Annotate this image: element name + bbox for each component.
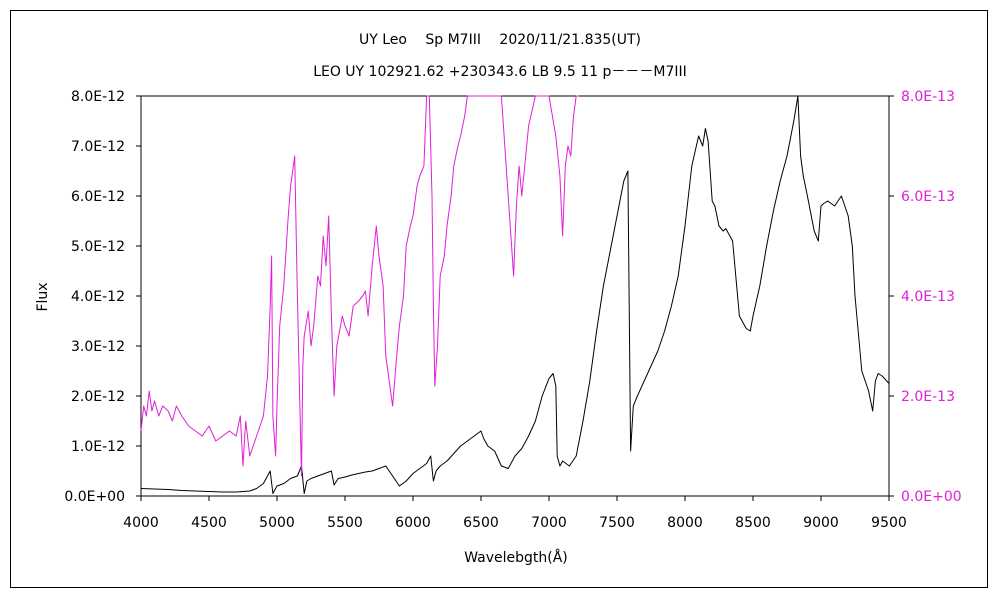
x-tick-label: 6500	[463, 515, 499, 531]
x-tick-label: 7500	[599, 515, 635, 531]
x-tick-label: 8500	[735, 515, 771, 531]
y-tick-label: 6.0E-12	[71, 189, 125, 205]
x-tick-label: 8000	[667, 515, 703, 531]
series-line-left-axis	[140, 95, 890, 494]
y2-tick-label: 8.0E-13	[901, 89, 955, 105]
y-tick-label: 3.0E-12	[71, 339, 125, 355]
x-tick-label: 6000	[395, 515, 431, 531]
x-tick-label: 9000	[803, 515, 839, 531]
x-tick-label: 5000	[259, 515, 295, 531]
y2-tick-label: 0.0E+00	[901, 489, 962, 505]
y-tick-label: 2.0E-12	[71, 389, 125, 405]
x-axis-label: Wavelebgth(Å)	[464, 549, 568, 566]
y-tick-label: 5.0E-12	[71, 239, 125, 255]
y2-tick-label: 4.0E-13	[901, 289, 955, 305]
y-axis-label: Flux	[35, 282, 51, 311]
x-tick-label: 4500	[191, 515, 227, 531]
series-line-right-axis	[140, 95, 579, 477]
y2-tick-label: 2.0E-13	[901, 389, 955, 405]
plot-border	[140, 95, 890, 497]
chart-subtitle: LEO UY 102921.62 +230343.6 LB 9.5 11 p－－…	[313, 64, 687, 80]
x-tick-label: 4000	[123, 515, 159, 531]
chart-frame	[10, 10, 988, 588]
y-tick-label: 1.0E-12	[71, 439, 125, 455]
series-layer	[140, 95, 890, 494]
x-tick-label: 5500	[327, 515, 363, 531]
chart-title: UY Leo Sp M7III 2020/11/21.835(UT)	[359, 32, 641, 48]
y-tick-label: 7.0E-12	[71, 139, 125, 155]
x-tick-label: 7000	[531, 515, 567, 531]
y-tick-label: 8.0E-12	[71, 89, 125, 105]
x-tick-label: 9500	[871, 515, 907, 531]
plot-area	[140, 95, 890, 497]
y-tick-label: 0.0E+00	[64, 489, 125, 505]
y-tick-label: 4.0E-12	[71, 289, 125, 305]
y2-tick-label: 6.0E-13	[901, 189, 955, 205]
axis-ticks: 4000 4500 5000 5500 6000 6500 7000 7500 8000 8500…	[64, 89, 961, 531]
